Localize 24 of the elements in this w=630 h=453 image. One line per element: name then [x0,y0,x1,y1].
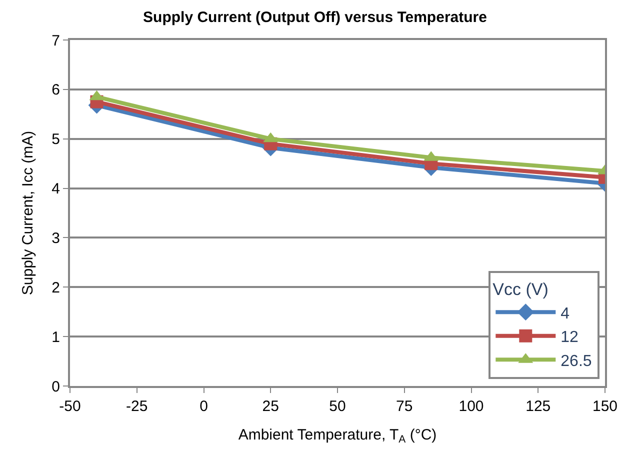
chart-title: Supply Current (Output Off) versus Temperature [143,8,487,26]
legend-label: 4 [560,305,570,322]
x-tick-label: 50 [329,398,346,415]
y-tick-label: 0 [52,378,60,396]
x-tick-label: 0 [200,398,208,415]
y-tick-label: 6 [52,82,60,99]
x-tick-label: 25 [262,398,279,415]
y-tick-label: 5 [52,131,60,148]
x-tick-label: -25 [126,398,148,415]
y-axis-title: Supply Current, Icc (mA) [19,130,36,296]
x-tick-label: 125 [526,398,551,415]
x-axis-title: Ambient Temperature, T$_{A}$ (°C) [238,426,437,446]
x-tick-label: 75 [396,398,413,415]
y-tick-label: 7 [52,32,60,50]
y-tick-label: 4 [52,180,60,198]
y-tick-label: 1 [52,328,60,346]
x-tick-label: 150 [592,398,618,415]
legend-label: 12 [560,329,579,346]
y-tick-label: 3 [52,230,60,247]
y-tick-label: 2 [52,279,60,296]
x-tick-label: -50 [59,398,81,415]
x-tick-label: 100 [458,398,484,415]
legend-label: 26.5 [560,352,592,370]
legend-title: Vcc (V) [492,280,548,300]
